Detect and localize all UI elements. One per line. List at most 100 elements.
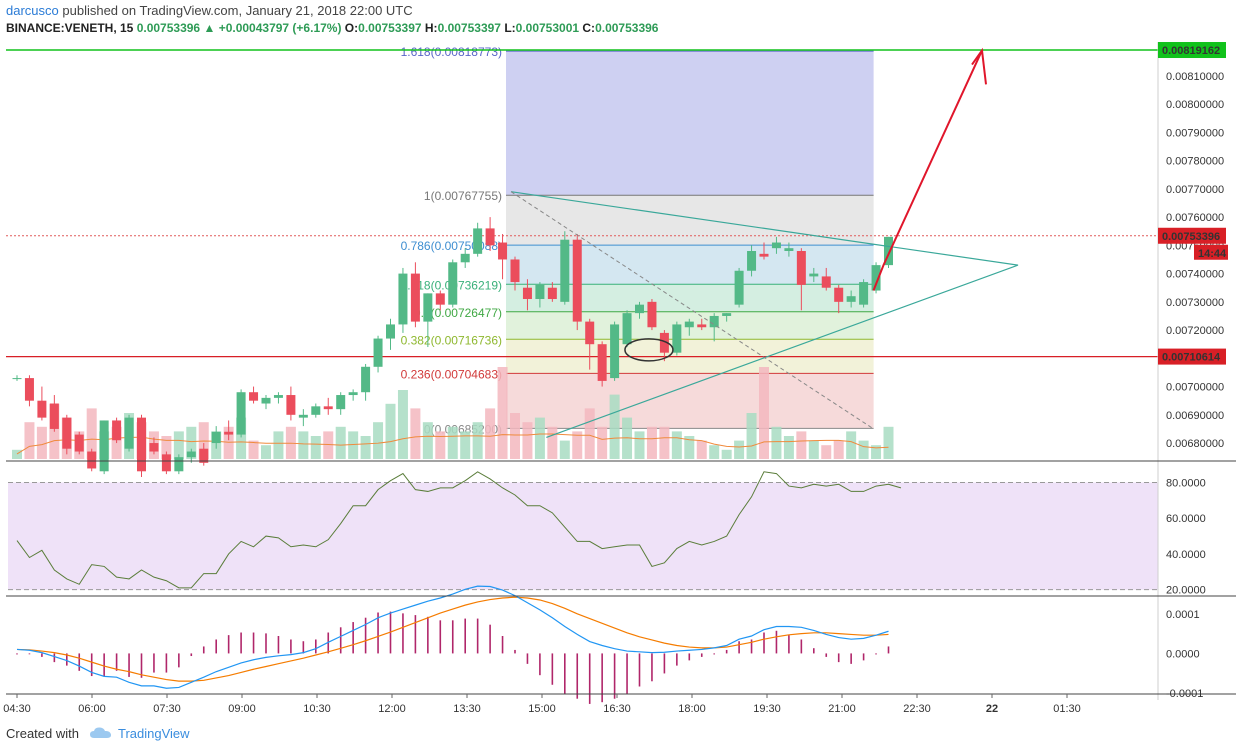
volume-bar — [186, 426, 197, 459]
created-with-text: Created with — [6, 726, 79, 741]
candle-body — [610, 324, 620, 379]
volume-bar — [572, 431, 583, 459]
candle-body — [722, 313, 732, 316]
macd-pane[interactable] — [16, 585, 890, 704]
time-tick-label: 06:00 — [78, 703, 106, 715]
volume-bar — [547, 426, 558, 459]
candle-body — [672, 324, 682, 353]
triangle-pattern — [510, 191, 1019, 438]
candle-body — [597, 344, 607, 381]
candle-body — [62, 417, 72, 449]
high-value: 0.00753397 — [437, 21, 501, 35]
candle-body — [871, 265, 881, 291]
macd-signal-line — [16, 596, 889, 682]
candle-body — [124, 417, 134, 449]
current-price-tag-bg — [1158, 227, 1226, 244]
candle-body — [12, 378, 22, 380]
volume-bar — [858, 440, 869, 459]
candle-body — [87, 451, 97, 469]
rsi-line — [16, 471, 902, 589]
candle-body — [460, 253, 470, 263]
volume-bar — [248, 440, 259, 459]
candle-body — [336, 395, 346, 410]
candle-body — [186, 451, 196, 458]
candle-body — [273, 395, 283, 398]
candle-body — [498, 242, 508, 260]
rsi-band — [8, 482, 1158, 590]
projection-arrow — [872, 50, 983, 291]
volume-bar — [659, 426, 670, 459]
candle-body — [572, 239, 582, 322]
low-label: L: — [504, 21, 516, 35]
volume-bar — [684, 436, 695, 459]
candle-body — [709, 315, 719, 328]
price-tick-label: 0.00690000 — [1166, 410, 1224, 422]
volume-bar — [634, 431, 645, 459]
high-label: H: — [424, 21, 438, 35]
candle-body — [386, 324, 395, 339]
candle-body — [311, 406, 321, 415]
publish-info: darcusco published on TradingView.com, J… — [6, 3, 413, 18]
rsi-pane[interactable] — [8, 471, 1158, 591]
axes: 0.006800000.006900000.007000000.00710000… — [3, 42, 1236, 715]
red-level-tag: 0.00710614 — [1162, 352, 1221, 364]
volume-bar — [522, 422, 533, 459]
candle-body — [809, 273, 819, 277]
projection-arrowhead — [971, 47, 987, 85]
candle-body — [323, 406, 333, 410]
candle-body — [161, 454, 171, 472]
time-tick-label: 13:30 — [453, 703, 481, 715]
candle-body — [149, 443, 159, 452]
price-pane[interactable]: 1.618(0.00818773)1(0.00767755)0.786(0.00… — [6, 45, 1158, 477]
low-value: 0.00753001 — [515, 21, 580, 35]
price-change: +0.00043797 (+6.17%) — [218, 21, 342, 35]
volume-bar — [223, 426, 234, 459]
last-price: 0.00753396 — [136, 21, 201, 35]
candle-body — [410, 273, 420, 322]
fib-zone — [506, 51, 874, 196]
tradingview-link[interactable]: TradingView — [118, 726, 190, 741]
candle-body — [560, 239, 570, 302]
candle-body — [112, 420, 122, 441]
candle-body — [24, 378, 34, 401]
candle-body — [398, 273, 408, 325]
open-label: O: — [344, 21, 359, 35]
volume-bar — [771, 426, 782, 459]
green-level-tag-bg — [1158, 42, 1226, 59]
candle-body — [821, 276, 831, 288]
symbol-name: BINANCE:VENETH, 15 — [6, 21, 134, 35]
candle-body — [174, 457, 184, 472]
volume-bar — [422, 422, 433, 459]
fib-level-label: 1.618(0.00818773) — [401, 45, 502, 59]
close-label: C: — [582, 21, 596, 35]
time-tick-label: 07:30 — [153, 703, 181, 715]
time-tick-label: 18:00 — [678, 703, 706, 715]
rsi-tick-label: 40.0000 — [1166, 549, 1206, 561]
volume-bar — [435, 431, 446, 459]
author-name[interactable]: darcusco — [6, 3, 59, 18]
candle-body — [585, 321, 595, 345]
candle-body — [510, 259, 520, 283]
green-level-tag: 0.00819162 — [1162, 45, 1220, 57]
volume-bar — [646, 426, 657, 459]
fib-level-label: 0.382(0.00716736) — [401, 333, 502, 347]
rsi-tick-label: 80.0000 — [1166, 478, 1206, 490]
price-tick-label: 0.00800000 — [1166, 99, 1224, 111]
volume-bar — [696, 440, 707, 459]
volume-bar — [609, 394, 620, 459]
volume-bar — [485, 408, 496, 459]
time-tick-label: 15:00 — [528, 703, 556, 715]
tradingview-cloud-icon — [89, 727, 111, 738]
volume-bar — [12, 449, 22, 459]
dashed-diagonal — [510, 191, 874, 430]
volume-bar — [746, 413, 757, 459]
volume-bar — [447, 426, 458, 459]
price-tick-label: 0.00760000 — [1166, 212, 1224, 224]
up-triangle-icon: ▲ — [203, 21, 216, 35]
price-tick-label: 0.00680000 — [1166, 438, 1224, 450]
volume-bar — [510, 413, 520, 459]
time-tick-label: 12:00 — [378, 703, 406, 715]
price-tick-label: 0.00740000 — [1166, 269, 1224, 281]
volume-bar — [497, 367, 508, 459]
